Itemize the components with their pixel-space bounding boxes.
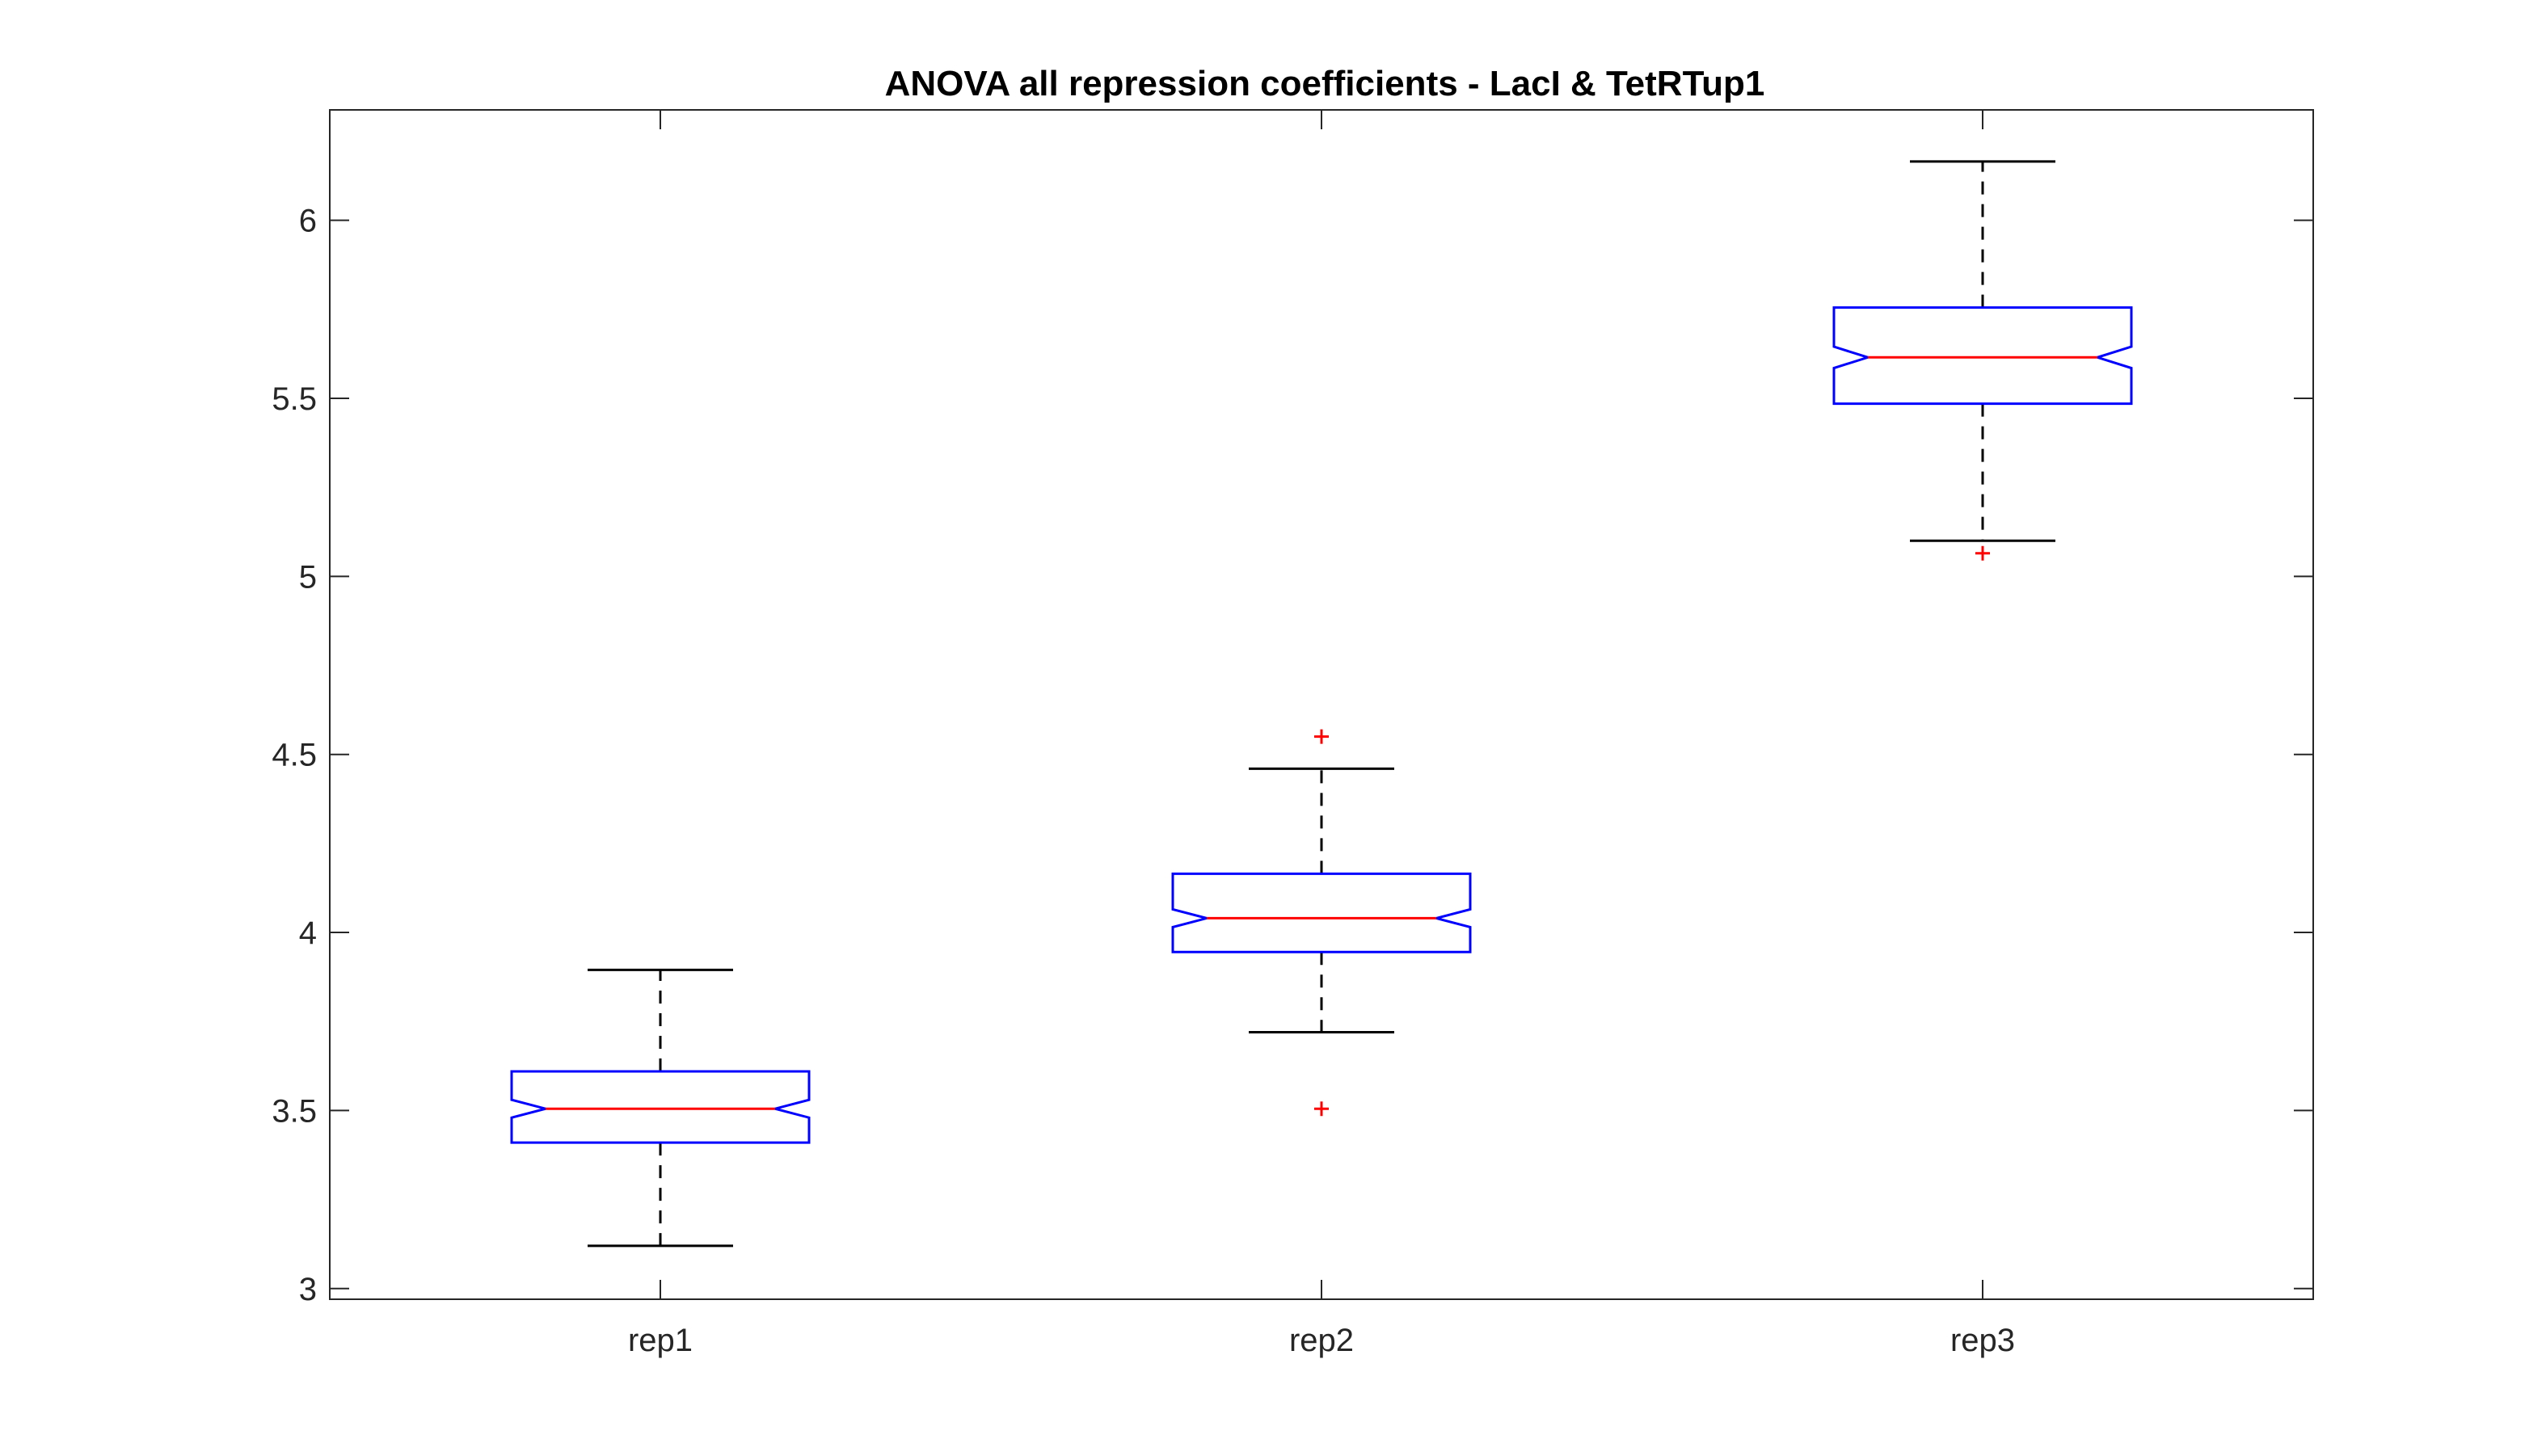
x-tick-label: rep2 bbox=[1289, 1323, 1354, 1358]
axes-frame bbox=[329, 109, 2314, 1300]
y-tick-label: 5.5 bbox=[272, 381, 317, 417]
plot-area: 3 3.5 4 4.5 5 5.5 6 rep1 rep2 rep3 bbox=[272, 109, 2314, 1358]
chart-title: ANOVA all repression coefficients - LacI… bbox=[885, 64, 1765, 103]
notched-box bbox=[510, 1070, 811, 1144]
outlier-marker bbox=[1314, 1101, 1329, 1117]
notched-box bbox=[1832, 306, 2133, 406]
outlier-marker bbox=[1975, 545, 1990, 561]
notched-box bbox=[1171, 872, 1472, 953]
y-tick-label: 5 bbox=[299, 559, 317, 595]
y-tick-label: 3.5 bbox=[272, 1093, 317, 1129]
y-tick-label: 4.5 bbox=[272, 738, 317, 773]
y-tick-label: 4 bbox=[299, 915, 317, 951]
x-tick-label: rep1 bbox=[628, 1323, 693, 1358]
y-tick-label: 3 bbox=[299, 1272, 317, 1307]
x-tick-label: rep3 bbox=[1950, 1323, 2015, 1358]
outlier-marker bbox=[1314, 729, 1329, 744]
y-tick-label: 6 bbox=[299, 204, 317, 239]
